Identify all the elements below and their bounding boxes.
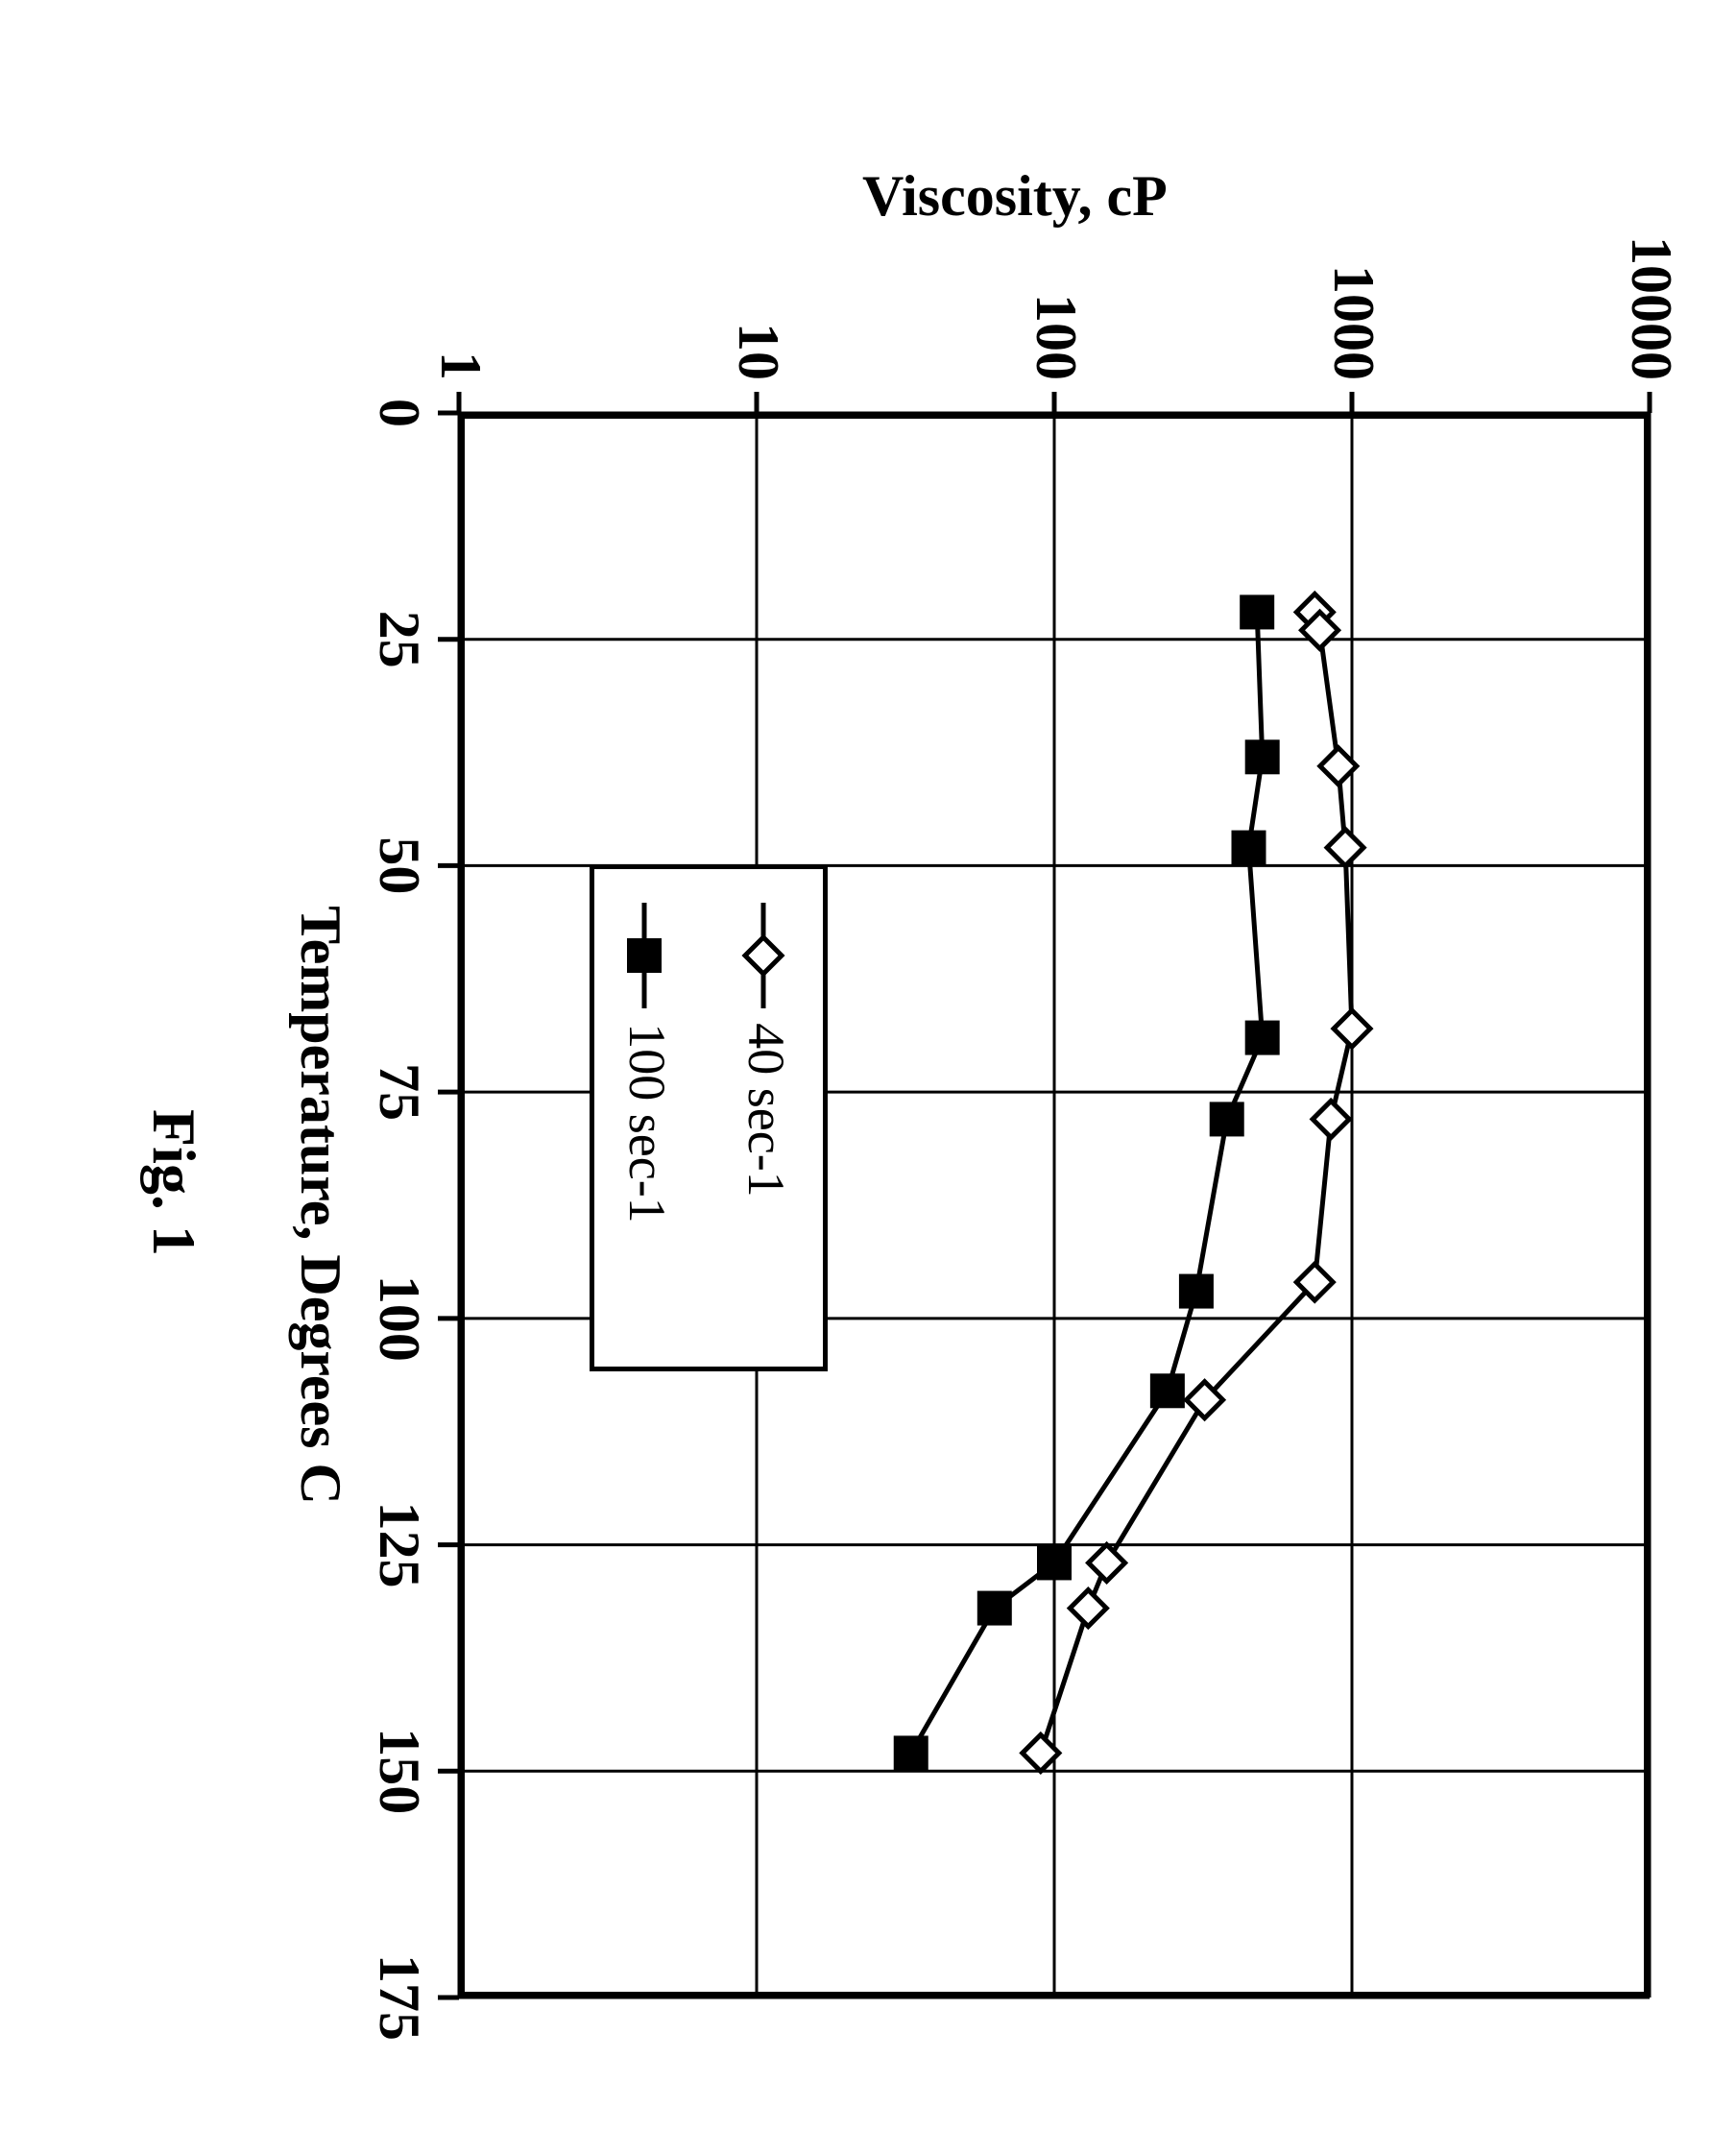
series-line <box>911 612 1263 1753</box>
chart-series-layer <box>0 0 1736 2131</box>
x-tick-label: 125 <box>366 1488 432 1603</box>
figure-caption: Fig. 1 <box>138 1109 209 1256</box>
x-axis-title: Temperature, Degrees C <box>287 811 353 1599</box>
y-tick-label: 100 <box>1023 294 1089 380</box>
y-tick-label: 10 <box>725 323 791 380</box>
x-tick-label: 75 <box>366 1034 432 1150</box>
x-tick-label: 0 <box>366 355 432 471</box>
y-axis-title: Viscosity, cP <box>862 163 1168 230</box>
x-tick-label: 175 <box>366 1940 432 2055</box>
x-tick-label: 100 <box>366 1261 432 1376</box>
page-canvas: 0 25 50 75 100 125 150 175 1 10 100 1000 10000 Temp… <box>0 0 1736 2131</box>
rotated-chart-container: 0 25 50 75 100 125 150 175 1 10 100 1000 10000 Temp… <box>0 0 1736 2131</box>
legend-entry: 100 sec-1 <box>617 1023 677 1223</box>
x-tick-label: 50 <box>366 808 432 923</box>
y-tick-label: 10000 <box>1618 236 1684 380</box>
y-tick-label: 1 <box>427 351 494 380</box>
x-tick-label: 25 <box>366 582 432 697</box>
series-line <box>1041 612 1352 1753</box>
y-tick-label: 1000 <box>1320 265 1386 380</box>
x-tick-label: 150 <box>366 1713 432 1828</box>
legend-label: 100 sec-1 <box>617 1023 677 1223</box>
chart-legend: 40 sec-1 100 sec-1 <box>590 864 828 1371</box>
